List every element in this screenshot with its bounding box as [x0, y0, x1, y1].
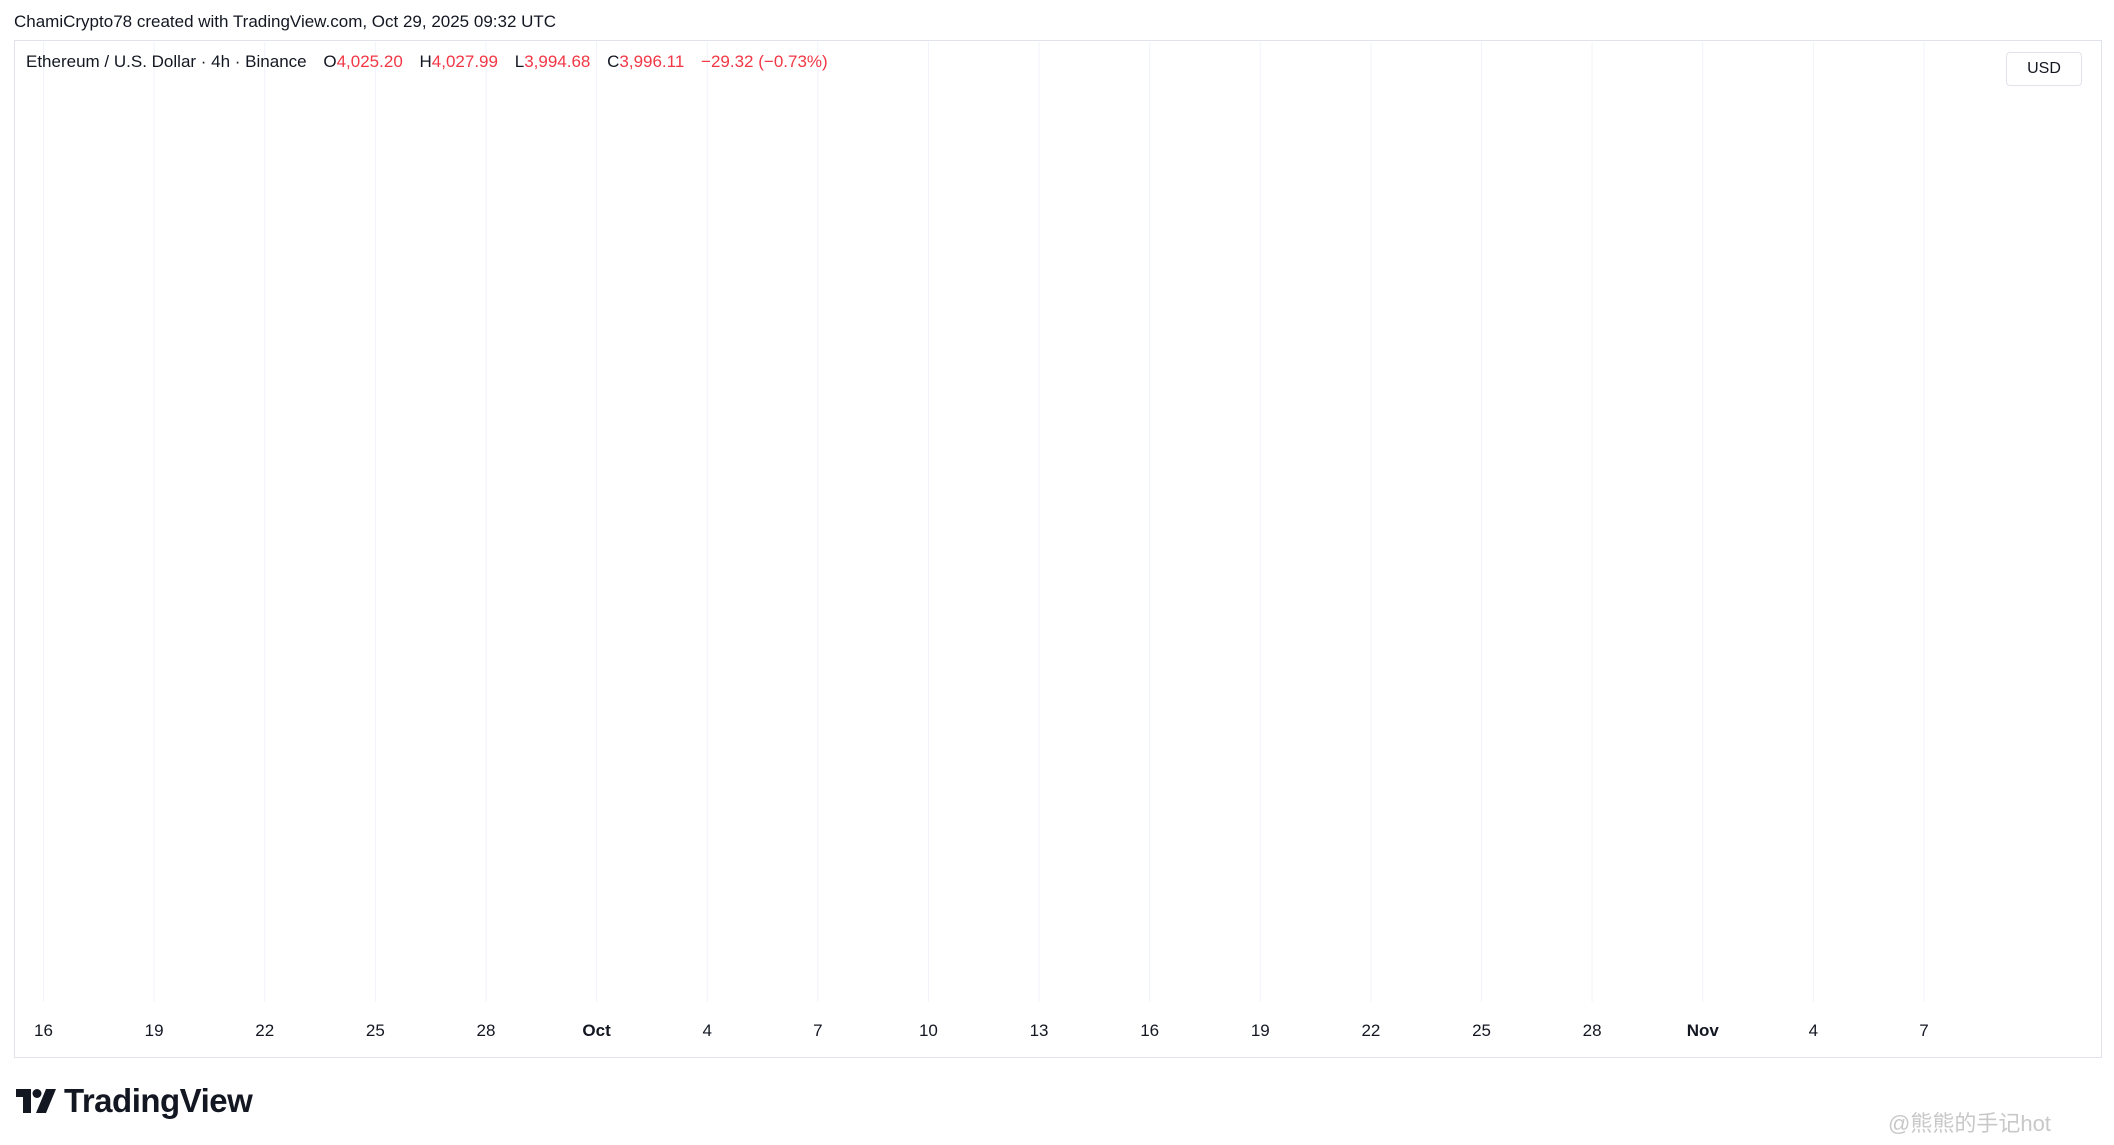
low-label: L: [514, 52, 525, 71]
chart-frame: [14, 40, 2102, 1058]
close-label: C: [607, 52, 620, 71]
symbol-title[interactable]: Ethereum / U.S. Dollar · 4h · Binance: [26, 52, 307, 71]
symbol-legend[interactable]: Ethereum / U.S. Dollar · 4h · Binance O4…: [26, 52, 828, 72]
x-tick-label: 19: [1251, 1021, 1270, 1040]
x-tick-label: 16: [1140, 1021, 1159, 1040]
axes: 3,500.003,600.003,700.003,800.003,900.00…: [34, 1021, 1929, 1040]
x-tick-label: 16: [34, 1021, 53, 1040]
high-label: H: [419, 52, 432, 71]
x-tick-label: 22: [1361, 1021, 1380, 1040]
close-value: 3,996.11: [619, 52, 685, 71]
x-tick-label: 22: [255, 1021, 274, 1040]
x-tick-label: 28: [1583, 1021, 1602, 1040]
watermark: @熊熊的手记hot: [1888, 1111, 2051, 1136]
x-tick-label: 25: [1472, 1021, 1491, 1040]
high-value: 4,027.99: [431, 52, 498, 71]
chart-creator-credit: ChamiCrypto78 created with TradingView.c…: [14, 12, 557, 31]
tradingview-wordmark: TradingView: [64, 1082, 253, 1119]
currency-selector[interactable]: USD: [2006, 52, 2082, 86]
x-tick-label: Nov: [1687, 1021, 1720, 1040]
x-tick-label: 10: [919, 1021, 938, 1040]
tradingview-logo[interactable]: TradingView: [16, 1082, 253, 1120]
x-tick-label: 28: [477, 1021, 496, 1040]
x-tick-label: 4: [702, 1021, 711, 1040]
x-tick-label: 13: [1030, 1021, 1049, 1040]
x-tick-label: 7: [813, 1021, 822, 1040]
x-tick-label: 19: [145, 1021, 164, 1040]
open-value: 4,025.20: [336, 52, 403, 71]
low-value: 3,994.68: [524, 52, 591, 71]
x-tick-label: 25: [366, 1021, 385, 1040]
open-label: O: [323, 52, 337, 71]
tradingview-logo-icon: [16, 1089, 56, 1113]
x-tick-label: Oct: [582, 1021, 611, 1040]
price-change: −29.32 (−0.73%): [701, 52, 828, 71]
x-tick-label: 7: [1919, 1021, 1928, 1040]
grid-layer: [42, 42, 1925, 1002]
x-tick-label: 4: [1809, 1021, 1818, 1040]
